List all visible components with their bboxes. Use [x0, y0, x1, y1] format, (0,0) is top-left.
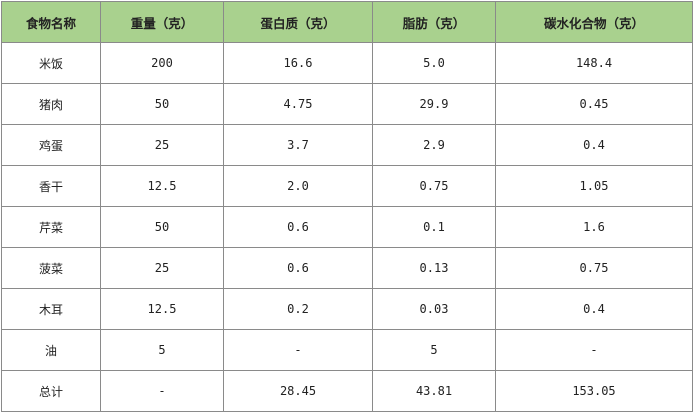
table-row: 芹菜 50 0.6 0.1 1.6 [1, 206, 693, 248]
table-cell: 5 [100, 329, 224, 371]
table-row: 总计 -28.45 43.81 153.05 [1, 370, 693, 412]
table-row: 鸡蛋 25 3.7 2.9 0.4 [1, 124, 693, 166]
table-cell: 16.6 [223, 42, 373, 84]
header-row: 食物名称 重量（克） 蛋白质（克） 脂肪（克） 碳水化合物（克） [1, 1, 693, 43]
table-row: 香干 12.5 2.0 0.75 1.05 [1, 165, 693, 207]
table-cell: 50 [100, 206, 224, 248]
table-cell: 2.9 [372, 124, 496, 166]
table-cell: 200 [100, 42, 224, 84]
table-cell: 总计 [1, 370, 101, 412]
table-cell: 0.4 [495, 288, 693, 330]
table-cell: 5.0 [372, 42, 496, 84]
table-cell: 0.4 [495, 124, 693, 166]
table-cell: 米饭 [1, 42, 101, 84]
table-cell: 芹菜 [1, 206, 101, 248]
table-cell: 0.2 [223, 288, 373, 330]
table-cell: 25 [100, 247, 224, 289]
table-cell: 1.05 [495, 165, 693, 207]
column-header: 脂肪（克） [372, 1, 496, 43]
table-cell: 4.75 [223, 83, 373, 125]
table-row: 猪肉 50 4.75 29.9 0.45 [1, 83, 693, 125]
table-cell: 0.03 [372, 288, 496, 330]
table-cell: 12.5 [100, 288, 224, 330]
table-cell: 3.7 [223, 124, 373, 166]
table-cell: 香干 [1, 165, 101, 207]
column-header: 碳水化合物（克） [495, 1, 693, 43]
table-cell: - [100, 370, 224, 412]
table-cell: 12.5 [100, 165, 224, 207]
table-cell: 29.9 [372, 83, 496, 125]
table-cell: - [223, 329, 373, 371]
table-cell: 1.6 [495, 206, 693, 248]
table-cell: 153.05 [495, 370, 693, 412]
column-header: 重量（克） [100, 1, 224, 43]
table-cell: 菠菜 [1, 247, 101, 289]
table-cell: 0.75 [372, 165, 496, 207]
table-cell: 木耳 [1, 288, 101, 330]
table-row: 木耳 12.5 0.2 0.03 0.4 [1, 288, 693, 330]
table-cell: 0.1 [372, 206, 496, 248]
table-row: 菠菜 25 0.6 0.13 0.75 [1, 247, 693, 289]
table-cell: - [495, 329, 693, 371]
table-cell: 0.6 [223, 247, 373, 289]
table-cell: 0.45 [495, 83, 693, 125]
table-cell: 猪肉 [1, 83, 101, 125]
table-cell: 0.6 [223, 206, 373, 248]
column-header: 蛋白质（克） [223, 1, 373, 43]
table-cell: 50 [100, 83, 224, 125]
table-cell: 43.81 [372, 370, 496, 412]
table-cell: 148.4 [495, 42, 693, 84]
table-cell: 油 [1, 329, 101, 371]
table-cell: 鸡蛋 [1, 124, 101, 166]
table-row: 米饭 200 16.6 5.0 148.4 [1, 42, 693, 84]
table-cell: 0.13 [372, 247, 496, 289]
table-cell: 5 [372, 329, 496, 371]
table-cell: 0.75 [495, 247, 693, 289]
column-header: 食物名称 [1, 1, 101, 43]
table-cell: 2.0 [223, 165, 373, 207]
table-cell: 28.45 [223, 370, 373, 412]
table-cell: 25 [100, 124, 224, 166]
